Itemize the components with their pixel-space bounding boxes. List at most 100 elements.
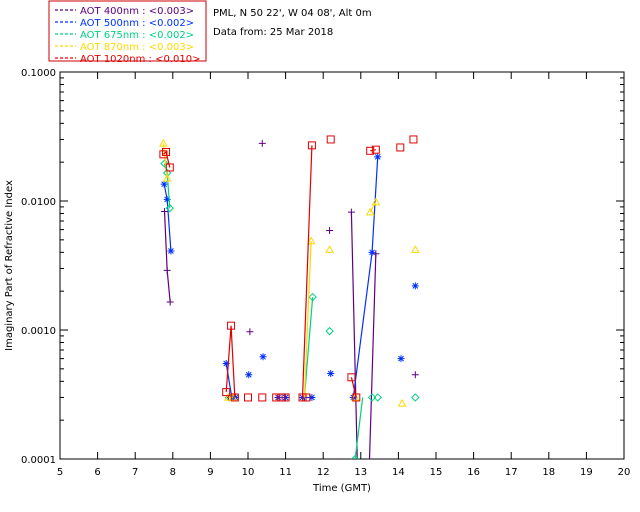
data-point: [411, 393, 420, 402]
data-point: [160, 159, 169, 168]
legend-frame: [48, 0, 207, 62]
series-1: [161, 139, 419, 459]
data-point: [244, 393, 252, 402]
x-tick-label: 6: [94, 467, 100, 478]
data-point: [245, 371, 253, 379]
x-axis-label: Time (GMT): [312, 483, 371, 494]
data-point: [161, 207, 169, 215]
data-point: [230, 393, 239, 402]
x-tick-label: 8: [170, 467, 176, 478]
series-3: [160, 159, 420, 459]
data-point: [222, 388, 231, 397]
x-tick-label: 9: [207, 467, 213, 478]
data-point: [397, 355, 405, 363]
data-point: [302, 393, 311, 402]
data-point: [371, 145, 380, 154]
data-point: [352, 393, 361, 402]
x-tick-label: 17: [505, 467, 518, 478]
series-line: [352, 156, 379, 398]
y-tick-label: 0.0010: [21, 326, 56, 337]
series-line: [303, 297, 314, 398]
data-point: [350, 392, 360, 401]
data-point: [327, 370, 335, 378]
series-2: [160, 153, 419, 401]
data-point: [396, 143, 405, 152]
data-point: [258, 139, 266, 147]
data-point: [163, 195, 171, 203]
data-point: [373, 393, 382, 402]
legend-label: AOT 1020nm : <0.010>: [80, 54, 200, 65]
data-point: [232, 393, 240, 401]
data-point: [326, 227, 334, 235]
legend-label: AOT 400nm : <0.003>: [80, 6, 194, 17]
x-tick-label: 15: [430, 467, 443, 478]
data-point: [350, 454, 360, 459]
data-point: [397, 398, 407, 407]
series-line: [301, 145, 313, 398]
series-5: [159, 135, 418, 402]
data-point: [282, 393, 290, 401]
x-tick-label: 14: [392, 467, 405, 478]
data-point: [167, 247, 175, 255]
x-tick-label: 16: [467, 467, 480, 478]
data-point: [159, 138, 168, 147]
data-point: [165, 163, 174, 172]
data-point: [325, 245, 334, 253]
legend: AOT 400nm : <0.003>AOT 500nm : <0.002>AO…: [48, 0, 207, 65]
series-line: [303, 240, 312, 398]
series-line: [368, 253, 377, 459]
legend-label: AOT 500nm : <0.002>: [80, 18, 194, 29]
data-point: [259, 353, 267, 361]
legend-label: AOT 675nm : <0.002>: [80, 30, 194, 41]
x-tick-label: 12: [317, 467, 330, 478]
y-tick-label: 0.0001: [21, 455, 56, 466]
data-point: [368, 248, 376, 256]
data-point: [160, 180, 168, 188]
series-line: [162, 150, 171, 168]
x-tick-label: 19: [580, 467, 593, 478]
series-line: [350, 212, 358, 459]
legend-label: AOT 870nm : <0.003>: [80, 42, 194, 53]
y-axis-label: Imaginary Part of Refractive Index: [4, 180, 15, 351]
data-point: [306, 236, 316, 245]
series-4: [159, 138, 420, 407]
series-line: [370, 149, 376, 152]
data-point: [326, 135, 335, 144]
data-point: [374, 153, 382, 161]
data-point: [163, 266, 171, 274]
data-point: [367, 393, 377, 402]
data-point: [227, 321, 236, 330]
data-point: [281, 393, 290, 402]
x-tick-label: 5: [57, 467, 63, 478]
chart-title-line-2: Data from: 25 Mar 2018: [213, 27, 333, 38]
data-point: [308, 292, 317, 302]
data-point: [410, 245, 420, 253]
y-tick-label: 0.1000: [21, 68, 56, 79]
x-tick-label: 20: [618, 467, 631, 478]
data-point: [162, 173, 172, 182]
data-point: [272, 393, 281, 402]
chart-title-line-1: PML, N 50 22', W 04 08', Alt 0m: [213, 8, 372, 19]
data-point: [411, 371, 419, 379]
data-point: [307, 141, 316, 150]
data-point: [325, 326, 334, 336]
data-point: [166, 298, 174, 306]
data-point: [222, 359, 230, 367]
data-point: [411, 282, 419, 290]
series-line: [162, 143, 168, 179]
data-point: [347, 208, 355, 216]
data-point: [365, 207, 375, 216]
data-point: [246, 328, 254, 336]
plot-area: [59, 71, 625, 460]
data-point: [165, 203, 174, 213]
data-point: [159, 150, 168, 159]
x-tick-label: 10: [242, 467, 255, 478]
data-point: [366, 146, 375, 155]
data-point: [162, 147, 171, 156]
data-point: [409, 135, 418, 144]
series-line: [354, 397, 364, 459]
data-point: [347, 373, 356, 382]
series-line: [225, 325, 236, 398]
x-tick-label: 7: [132, 467, 138, 478]
